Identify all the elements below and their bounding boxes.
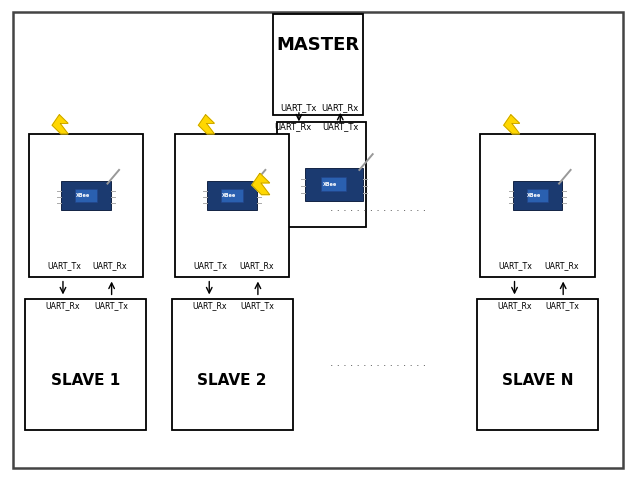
Bar [480, 134, 595, 277]
Text: XBee: XBee [323, 182, 337, 186]
Text: UART_Tx: UART_Tx [94, 302, 128, 310]
Text: UART_Tx: UART_Tx [499, 261, 532, 270]
Bar [29, 134, 143, 277]
Text: UART_Tx: UART_Tx [240, 302, 275, 310]
Text: UART_Tx: UART_Tx [280, 103, 317, 112]
Text: XBee: XBee [527, 193, 541, 198]
Bar [207, 181, 257, 210]
Polygon shape [52, 115, 68, 134]
Bar [221, 189, 243, 202]
Polygon shape [504, 115, 520, 134]
Text: UART_Rx: UART_Rx [46, 302, 80, 310]
Text: SLAVE 1: SLAVE 1 [52, 373, 120, 388]
Bar [305, 168, 363, 201]
Text: UART_Rx: UART_Rx [192, 302, 226, 310]
Text: UART_Tx: UART_Tx [193, 261, 227, 270]
Text: XBee: XBee [76, 193, 90, 198]
Bar [175, 134, 289, 277]
Bar [322, 177, 347, 191]
Bar [172, 299, 293, 430]
Text: UART_Tx: UART_Tx [322, 122, 359, 131]
Text: SLAVE 2: SLAVE 2 [197, 373, 267, 388]
Bar [477, 299, 598, 430]
Text: UART_Tx: UART_Tx [47, 261, 81, 270]
Bar [25, 299, 146, 430]
Text: . . . . . . . . . . . . . . .: . . . . . . . . . . . . . . . [330, 358, 427, 368]
Text: UART_Rx: UART_Rx [274, 122, 311, 131]
Bar [527, 189, 548, 202]
Bar [277, 122, 366, 227]
Text: UART_Rx: UART_Rx [93, 261, 127, 270]
Bar [75, 189, 97, 202]
Text: . . . . . . . . . . . . . . .: . . . . . . . . . . . . . . . [330, 203, 427, 213]
Bar [513, 181, 562, 210]
Text: UART_Rx: UART_Rx [497, 302, 532, 310]
Text: UART_Rx: UART_Rx [544, 261, 579, 270]
Polygon shape [198, 115, 214, 134]
Text: UART_Rx: UART_Rx [322, 103, 359, 112]
Text: MASTER: MASTER [277, 36, 359, 54]
Text: UART_Rx: UART_Rx [239, 261, 273, 270]
Text: SLAVE N: SLAVE N [502, 373, 573, 388]
Polygon shape [252, 174, 270, 195]
Bar [273, 14, 363, 115]
Text: XBee: XBee [222, 193, 236, 198]
Text: UART_Tx: UART_Tx [546, 302, 580, 310]
Bar [61, 181, 111, 210]
